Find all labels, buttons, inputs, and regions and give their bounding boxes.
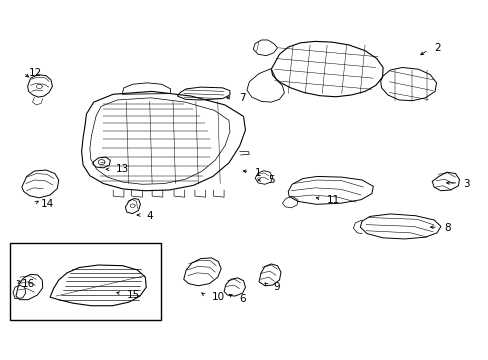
- Text: 3: 3: [462, 179, 469, 189]
- Text: 7: 7: [238, 93, 245, 103]
- Text: 5: 5: [267, 175, 274, 185]
- Text: 1: 1: [255, 168, 261, 178]
- Text: 12: 12: [29, 68, 42, 78]
- Text: 15: 15: [126, 290, 140, 300]
- Text: 16: 16: [22, 279, 36, 289]
- Text: 11: 11: [326, 195, 340, 204]
- Text: 2: 2: [433, 43, 440, 53]
- Text: 9: 9: [273, 282, 280, 292]
- Bar: [10, 243, 161, 320]
- Text: 10: 10: [211, 292, 224, 302]
- Text: 8: 8: [443, 223, 449, 233]
- Text: 13: 13: [116, 164, 129, 174]
- Text: 4: 4: [146, 211, 153, 221]
- Text: 14: 14: [41, 199, 54, 209]
- Text: 6: 6: [239, 294, 246, 303]
